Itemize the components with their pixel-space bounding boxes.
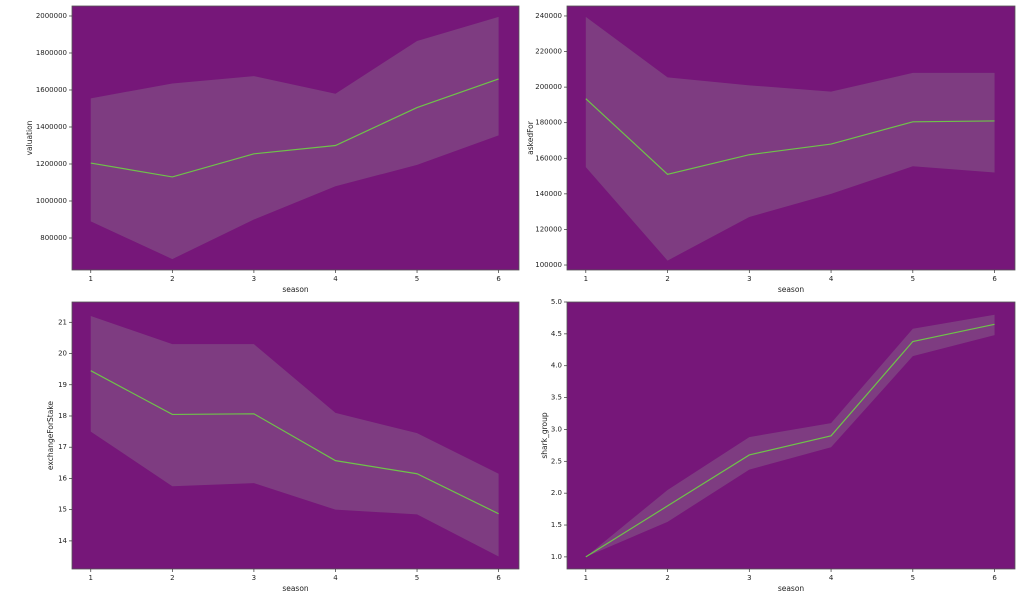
y-tick-label: 1.0: [551, 553, 562, 561]
x-tick-label: 2: [170, 574, 174, 582]
line: [90, 78, 499, 178]
x-tick-label: 5: [911, 574, 915, 582]
y-tick-label: 160000: [535, 154, 562, 162]
x-tick-label: 4: [829, 275, 834, 283]
x-tick-label: 1: [584, 574, 588, 582]
x-tick-label: 3: [252, 275, 256, 283]
y-tick-label: 1400000: [36, 123, 67, 131]
y-tick-label: 2.5: [551, 457, 562, 465]
x-axis-label: season: [282, 285, 309, 294]
plot-area: [71, 5, 520, 271]
confidence-band: [90, 16, 499, 260]
y-tick-label: 21: [58, 318, 67, 326]
y-tick-label: 4.0: [551, 362, 562, 370]
y-tick-label: 16: [58, 474, 67, 482]
x-tick-label: 6: [992, 275, 997, 283]
y-tick-label: 3.5: [551, 394, 562, 402]
x-tick-label: 5: [911, 275, 915, 283]
y-tick-label: 20: [58, 350, 67, 358]
x-tick-label: 4: [829, 574, 834, 582]
x-tick-label: 4: [333, 574, 338, 582]
line: [585, 323, 995, 558]
x-tick-label: 1: [584, 275, 588, 283]
y-tick-label: 800000: [40, 234, 67, 242]
y-tick-label: 140000: [535, 190, 562, 198]
x-tick-label: 6: [496, 574, 501, 582]
line: [585, 98, 995, 175]
y-axis-label: valuation: [25, 120, 34, 155]
y-tick-label: 220000: [535, 48, 562, 56]
y-tick-label: 1000000: [36, 197, 67, 205]
confidence-band: [90, 316, 499, 557]
x-tick-label: 5: [415, 275, 419, 283]
y-tick-label: 5.0: [551, 298, 562, 306]
x-tick-label: 1: [89, 574, 93, 582]
confidence-band: [585, 16, 995, 261]
x-tick-label: 4: [333, 275, 338, 283]
y-tick-label: 180000: [535, 119, 562, 127]
y-tick-label: 240000: [535, 12, 562, 20]
x-tick-label: 1: [89, 275, 93, 283]
x-tick-label: 3: [252, 574, 256, 582]
y-axis-label: shark_group: [540, 412, 549, 458]
line: [90, 370, 499, 515]
y-tick-label: 15: [58, 506, 67, 514]
y-tick-label: 14: [58, 537, 67, 545]
y-tick-label: 1200000: [36, 160, 67, 168]
y-tick-label: 2.0: [551, 489, 562, 497]
y-axis-label: exchangeForStake: [46, 401, 55, 470]
x-tick-label: 2: [170, 275, 174, 283]
x-tick-label: 6: [992, 574, 997, 582]
y-tick-label: 1600000: [36, 86, 67, 94]
y-tick-label: 120000: [535, 225, 562, 233]
plot-area: [566, 301, 1016, 570]
x-tick-label: 3: [747, 574, 751, 582]
y-tick-label: 4.5: [551, 330, 562, 338]
x-axis-label: season: [778, 584, 805, 593]
x-tick-label: 2: [665, 275, 669, 283]
x-tick-label: 3: [747, 275, 751, 283]
x-tick-label: 6: [496, 275, 501, 283]
y-tick-label: 200000: [535, 83, 562, 91]
x-axis-label: season: [778, 285, 805, 294]
x-axis-label: season: [282, 584, 309, 593]
confidence-band: [585, 314, 995, 557]
y-tick-label: 100000: [535, 261, 562, 269]
y-tick-label: 19: [58, 381, 67, 389]
x-tick-label: 2: [665, 574, 669, 582]
y-tick-label: 18: [58, 412, 67, 420]
y-tick-label: 1800000: [36, 49, 67, 57]
y-tick-label: 2000000: [36, 12, 67, 20]
y-tick-label: 3.0: [551, 425, 562, 433]
y-tick-label: 17: [58, 443, 67, 451]
plot-area: [566, 5, 1016, 271]
y-axis-label: askedFor: [526, 120, 535, 155]
plot-area: [71, 301, 520, 570]
x-tick-label: 5: [415, 574, 419, 582]
y-tick-label: 1.5: [551, 521, 562, 529]
